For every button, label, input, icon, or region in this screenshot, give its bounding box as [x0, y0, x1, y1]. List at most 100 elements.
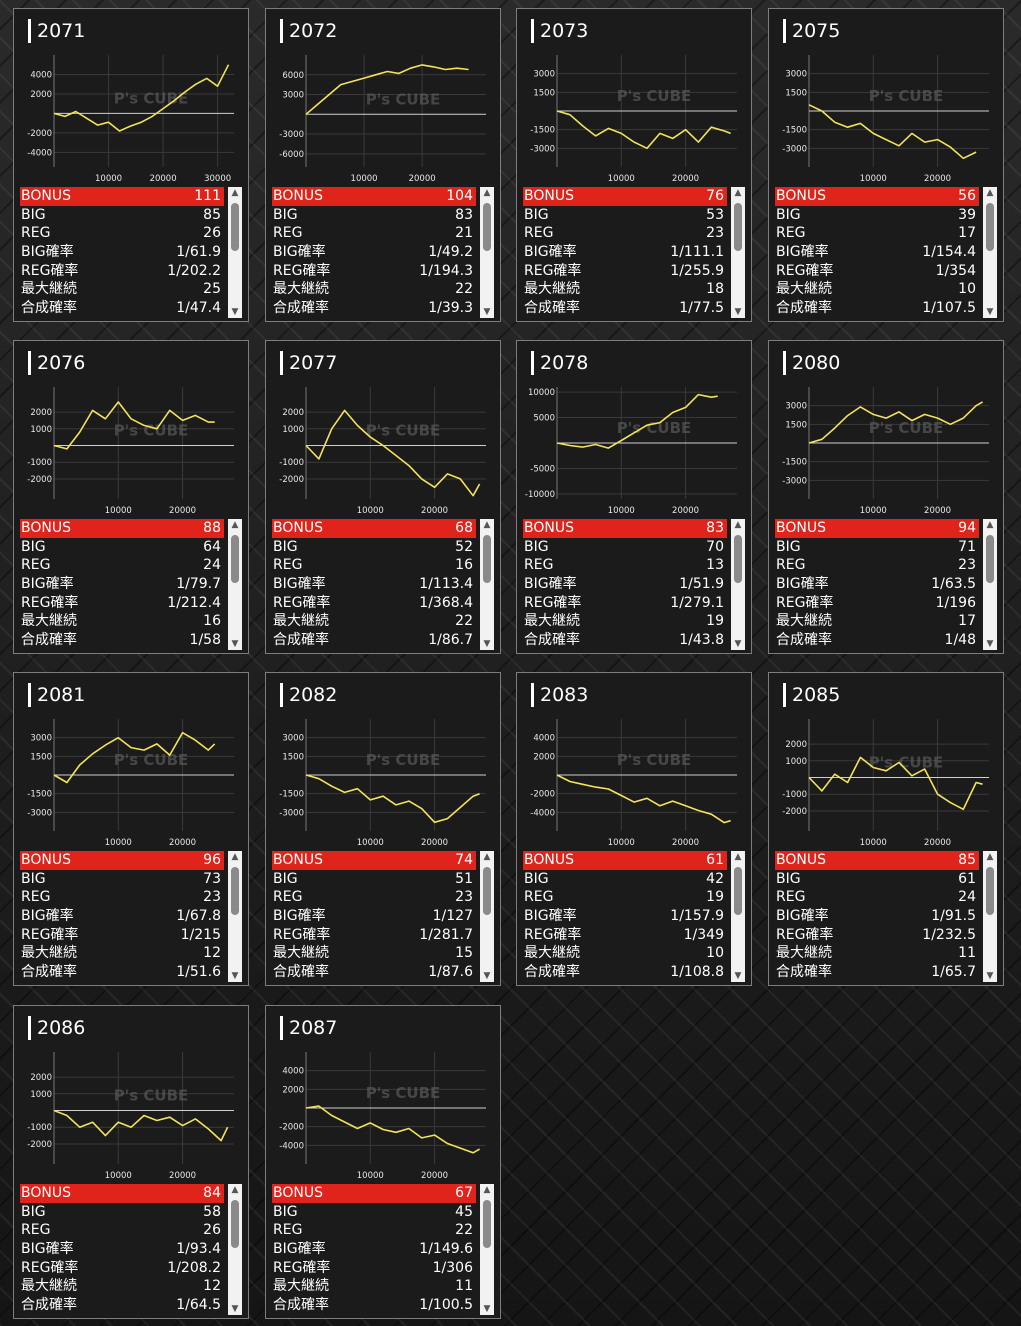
scroll-thumb[interactable]	[231, 1200, 239, 1248]
machine-card[interactable]: 2081 P's CUBE 10000 20000 3000 1500 -1500 -3000…	[13, 672, 249, 986]
stats-scrollbar[interactable]: ▲ ▼	[480, 1184, 494, 1315]
scroll-up-arrow-icon[interactable]: ▲	[231, 520, 239, 530]
machine-card[interactable]: 2080 P's CUBE 10000 20000 3000 1500 -1500 -3000…	[768, 340, 1004, 654]
stats-scrollbar[interactable]: ▲ ▼	[228, 851, 242, 982]
series-line	[305, 774, 480, 824]
stat-label: BIG	[273, 1203, 298, 1220]
payout-chart: P's CUBE 10000 20000 2000 1000 -1000 -2000	[777, 713, 995, 851]
chart-svg: P's CUBE 10000 20000 3000 1500 -1500 -3000	[279, 719, 486, 848]
machine-card[interactable]: 2083 P's CUBE 10000 20000 4000 2000 -2000 -4000…	[516, 672, 752, 986]
machine-card[interactable]: 2082 P's CUBE 10000 20000 3000 1500 -1500 -3000…	[265, 672, 501, 986]
scroll-thumb[interactable]	[483, 535, 491, 583]
scroll-thumb[interactable]	[734, 535, 742, 583]
stat-label: BIG	[524, 870, 549, 887]
machine-card[interactable]: 2087 P's CUBE 10000 20000 4000 2000 -2000 -4000…	[265, 1005, 501, 1319]
stats-list: BONUS 76 BIG 53 REG 23 BIG確率 1/111.1 REG確率 1/255.…	[523, 187, 747, 318]
scroll-down-arrow-icon[interactable]: ▼	[483, 1304, 491, 1314]
scroll-down-arrow-icon[interactable]: ▼	[986, 307, 994, 317]
scroll-up-arrow-icon[interactable]: ▲	[483, 188, 491, 198]
machine-card[interactable]: 2077 P's CUBE 10000 20000 2000 1000 -1000 -2000…	[265, 340, 501, 654]
scroll-down-arrow-icon[interactable]: ▼	[986, 971, 994, 981]
stat-row-max-streak: 最大継続 11	[272, 1277, 476, 1296]
machine-number: 2072	[280, 19, 337, 43]
scroll-thumb[interactable]	[231, 203, 239, 251]
scroll-down-arrow-icon[interactable]: ▼	[734, 307, 742, 317]
scroll-thumb[interactable]	[734, 867, 742, 915]
stats-scrollbar[interactable]: ▲ ▼	[228, 187, 242, 318]
machine-card[interactable]: 2075 P's CUBE 10000 20000 3000 1500 -1500 -3000…	[768, 8, 1004, 322]
scroll-up-arrow-icon[interactable]: ▲	[986, 852, 994, 862]
scroll-up-arrow-icon[interactable]: ▲	[734, 852, 742, 862]
stats-scrollbar[interactable]: ▲ ▼	[480, 851, 494, 982]
stats-scrollbar[interactable]: ▲ ▼	[480, 187, 494, 318]
stat-row-reg-rate: REG確率 1/215	[20, 926, 224, 945]
machine-card[interactable]: 2078 P's CUBE 10000 20000 10000 5000 -5000 -100…	[516, 340, 752, 654]
y-tick-label: -2000	[27, 129, 52, 139]
scroll-down-arrow-icon[interactable]: ▼	[483, 639, 491, 649]
scroll-up-arrow-icon[interactable]: ▲	[231, 188, 239, 198]
y-tick-label: -1500	[782, 126, 807, 136]
y-tick-label: -2000	[27, 1140, 52, 1150]
payout-chart: P's CUBE 10000 20000 4000 2000 -2000 -4000	[274, 1046, 492, 1184]
scroll-thumb[interactable]	[231, 535, 239, 583]
stats-scrollbar[interactable]: ▲ ▼	[731, 519, 745, 650]
stats-scrollbar[interactable]: ▲ ▼	[228, 519, 242, 650]
scroll-up-arrow-icon[interactable]: ▲	[734, 520, 742, 530]
scroll-thumb[interactable]	[986, 867, 994, 915]
scroll-up-arrow-icon[interactable]: ▲	[483, 520, 491, 530]
stat-value: 68	[455, 520, 473, 536]
stats-scrollbar[interactable]: ▲ ▼	[983, 851, 997, 982]
machine-card[interactable]: 2071 P's CUBE 10000 20000 30000 4000 2000 -2000…	[13, 8, 249, 322]
scroll-up-arrow-icon[interactable]: ▲	[231, 1185, 239, 1195]
stats-scrollbar[interactable]: ▲ ▼	[983, 519, 997, 650]
stats-scrollbar[interactable]: ▲ ▼	[731, 187, 745, 318]
scroll-up-arrow-icon[interactable]: ▲	[483, 852, 491, 862]
stat-row-reg: REG 24	[775, 888, 979, 907]
chart-svg: P's CUBE 10000 20000 3000 1500 -1500 -3000	[782, 387, 989, 516]
scroll-thumb[interactable]	[986, 535, 994, 583]
scroll-down-arrow-icon[interactable]: ▼	[734, 639, 742, 649]
scroll-down-arrow-icon[interactable]: ▼	[231, 639, 239, 649]
scroll-down-arrow-icon[interactable]: ▼	[483, 307, 491, 317]
scroll-down-arrow-icon[interactable]: ▼	[231, 307, 239, 317]
stat-value: 18	[706, 281, 724, 298]
scroll-thumb[interactable]	[986, 203, 994, 251]
machine-card[interactable]: 2085 P's CUBE 10000 20000 2000 1000 -1000 -2000…	[768, 672, 1004, 986]
stats-scrollbar[interactable]: ▲ ▼	[228, 1184, 242, 1315]
scroll-down-arrow-icon[interactable]: ▼	[483, 971, 491, 981]
stat-label: BIG	[273, 206, 298, 223]
machine-card[interactable]: 2076 P's CUBE 10000 20000 2000 1000 -1000 -2000…	[13, 340, 249, 654]
scroll-thumb[interactable]	[734, 203, 742, 251]
scroll-up-arrow-icon[interactable]: ▲	[986, 520, 994, 530]
stat-row-combined-rate: 合成確率 1/86.7	[272, 631, 476, 650]
stat-value: 83	[455, 206, 473, 223]
scroll-thumb[interactable]	[483, 203, 491, 251]
stat-value: 1/149.6	[419, 1241, 473, 1258]
stats-scrollbar[interactable]: ▲ ▼	[983, 187, 997, 318]
stat-label: 最大継続	[776, 613, 832, 630]
stat-value: 111	[194, 188, 221, 204]
scroll-down-arrow-icon[interactable]: ▼	[986, 639, 994, 649]
machine-card[interactable]: 2073 P's CUBE 10000 20000 3000 1500 -1500 -3000…	[516, 8, 752, 322]
scroll-thumb[interactable]	[483, 1200, 491, 1248]
stat-value: 83	[706, 520, 724, 536]
scroll-up-arrow-icon[interactable]: ▲	[986, 188, 994, 198]
stat-label: 合成確率	[524, 964, 580, 981]
stats-scrollbar[interactable]: ▲ ▼	[480, 519, 494, 650]
y-tick-label: 10000	[528, 388, 555, 398]
scroll-up-arrow-icon[interactable]: ▲	[483, 1185, 491, 1195]
machine-card[interactable]: 2072 P's CUBE 10000 20000 6000 3000 -3000 -6000…	[265, 8, 501, 322]
stats-scrollbar[interactable]: ▲ ▼	[731, 851, 745, 982]
x-tick-label: 10000	[357, 506, 384, 516]
scroll-down-arrow-icon[interactable]: ▼	[734, 971, 742, 981]
machine-card[interactable]: 2086 P's CUBE 10000 20000 2000 1000 -1000 -2000…	[13, 1005, 249, 1319]
scroll-down-arrow-icon[interactable]: ▼	[231, 1304, 239, 1314]
scroll-thumb[interactable]	[231, 867, 239, 915]
scroll-up-arrow-icon[interactable]: ▲	[231, 852, 239, 862]
scroll-thumb[interactable]	[483, 867, 491, 915]
payout-chart: P's CUBE 10000 20000 10000 5000 -5000 -10000	[525, 381, 743, 519]
scroll-up-arrow-icon[interactable]: ▲	[734, 188, 742, 198]
scroll-down-arrow-icon[interactable]: ▼	[231, 971, 239, 981]
stat-row-combined-rate: 合成確率 1/87.6	[272, 963, 476, 982]
stat-label: BIG	[21, 538, 46, 555]
